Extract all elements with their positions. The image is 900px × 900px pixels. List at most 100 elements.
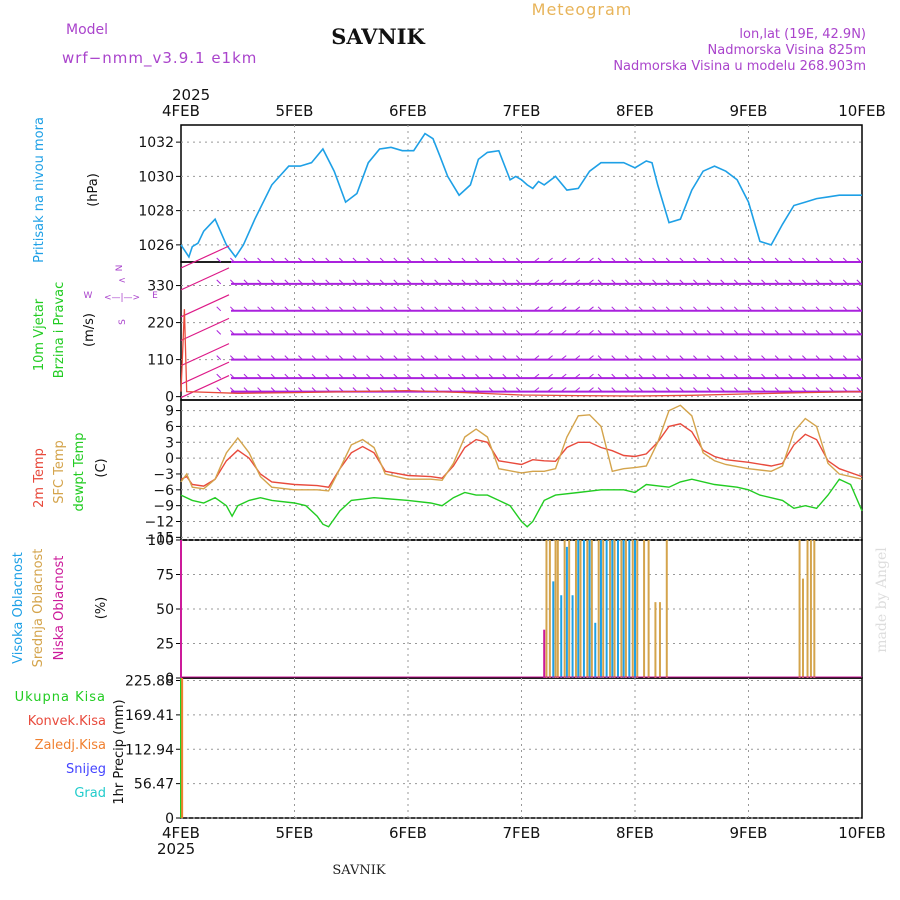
temp-tick-label: −9 (153, 499, 174, 515)
wind-barb (533, 355, 540, 361)
wind-barb (829, 257, 834, 263)
wind-barb (284, 330, 290, 335)
wind-barb (652, 330, 657, 335)
time-tick-label: 7FEB (503, 102, 541, 120)
wind-barb (533, 373, 540, 379)
precip-y-ticks: 0 56.47 112.94 169.41 225.88 (125, 674, 174, 827)
wind-barb (802, 330, 807, 335)
wind-barb (257, 279, 262, 285)
wind-barb (829, 387, 834, 392)
wind-barb (588, 257, 594, 263)
elevation-label: Nadmorska Visina 825m (708, 43, 867, 58)
wind-barb (706, 387, 712, 392)
wind-barb (379, 355, 385, 360)
wind-barb (774, 330, 780, 335)
wind-barb (624, 279, 630, 285)
wind-barb (284, 257, 290, 263)
cloud-tick-label: 25 (156, 637, 174, 653)
wind-barb (393, 257, 399, 263)
wind-barb (774, 373, 780, 379)
wind-barb (311, 355, 317, 360)
wind-barb (611, 279, 617, 285)
wind-barb (829, 279, 834, 285)
wind-barb (533, 279, 540, 285)
wind-barb (447, 387, 453, 392)
wind-barb (720, 373, 726, 379)
wind-barb (574, 306, 581, 312)
wind-barb (761, 330, 766, 335)
wind-barb (229, 279, 235, 285)
wind-barb (588, 329, 594, 335)
wind-barb (624, 387, 630, 392)
wind-barb (856, 355, 862, 360)
wind-barb (693, 387, 698, 392)
pressure-line (180, 132, 862, 259)
wind-barb (325, 355, 331, 360)
temp-label-2m: 2m Temp (32, 448, 47, 508)
wind-barb (533, 257, 540, 263)
wind-barb (502, 279, 508, 285)
wind-barb (547, 306, 553, 312)
wind-barb (720, 355, 726, 360)
wind-barb (560, 279, 567, 285)
wind-barb (379, 330, 385, 335)
wind-barb (665, 387, 671, 392)
wind-barb (720, 387, 726, 392)
wind-barb (652, 387, 657, 392)
wind-barb (802, 279, 807, 285)
wind-barb (393, 279, 399, 285)
wind-barb (243, 355, 249, 360)
panel-grids (176, 124, 863, 819)
wind-barb (638, 257, 644, 263)
wind-barb (284, 387, 290, 392)
wind-barb (815, 279, 821, 285)
wind-barb (475, 355, 480, 360)
wind-barb (216, 373, 222, 379)
wind-arrow (180, 361, 230, 385)
wind-barb (420, 373, 426, 379)
wind-barb (216, 330, 222, 335)
wind-barb (325, 306, 331, 312)
wind-barb (447, 279, 453, 285)
temp-sfc-line (180, 404, 863, 492)
wind-arrow (180, 343, 230, 367)
precip-tick-label: 169.41 (125, 708, 174, 724)
wind-barb (611, 330, 617, 335)
compass-w: W (84, 291, 93, 301)
wind-barb (693, 355, 698, 360)
wind-barb (475, 306, 480, 312)
precip-tick-label: 0 (165, 811, 174, 827)
wind-barb (338, 330, 344, 335)
wind-barb (502, 306, 508, 312)
wind-barb (420, 279, 426, 285)
wind-title-b: Brzina i Pravac (52, 282, 67, 379)
wind-barb (652, 306, 657, 312)
wind-barb (679, 279, 685, 285)
wind-barb (461, 306, 467, 312)
wind-barb (679, 355, 685, 360)
credit-label: made by Angel (874, 547, 890, 653)
wind-barb (447, 355, 453, 360)
wind-barb (325, 373, 331, 379)
wind-barb (624, 373, 630, 379)
wind-barb (829, 355, 834, 360)
wind-barb (257, 330, 262, 335)
pressure-unit: (hPa) (86, 173, 101, 207)
wind-series (180, 245, 863, 399)
wind-barb (547, 329, 553, 335)
wind-barb (461, 387, 467, 392)
wind-barb (761, 387, 766, 392)
wind-barb (516, 373, 521, 379)
wind-barb (243, 330, 249, 335)
wind-barb (829, 306, 834, 312)
wind-barb (560, 329, 567, 335)
wind-barb (447, 306, 453, 312)
wind-barb (311, 306, 317, 312)
wind-barb (588, 279, 594, 285)
wind-barb (638, 306, 644, 312)
wind-barb (284, 279, 290, 285)
wind-barb (298, 279, 303, 285)
wind-barb (597, 279, 603, 285)
temp-tick-label: −12 (144, 515, 174, 531)
wind-barb (325, 387, 331, 392)
